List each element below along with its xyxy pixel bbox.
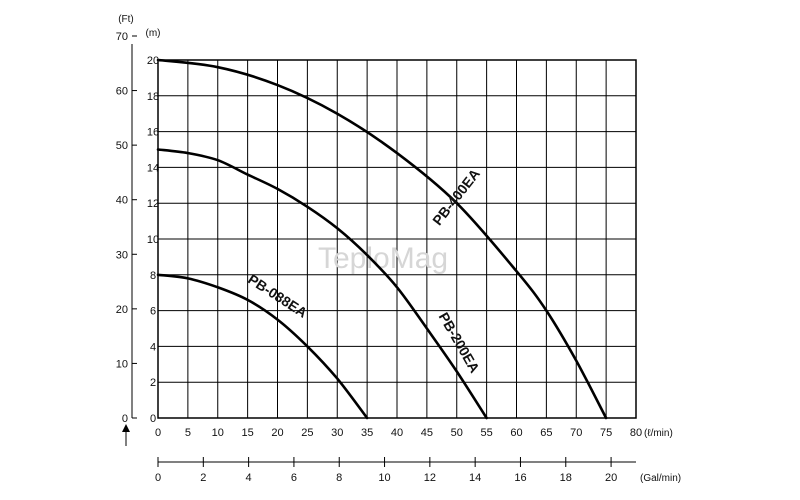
x-lmin-tick-label: 10 — [212, 427, 224, 439]
x-gal-tick-label: 6 — [291, 472, 297, 484]
x-lmin-tick-label: 25 — [301, 427, 313, 439]
x-lmin-tick-label: 45 — [421, 427, 433, 439]
grid — [157, 59, 637, 419]
y-meters-tick-label: 16 — [147, 127, 159, 139]
x-gal-unit: (Gal/min) — [640, 473, 681, 484]
y-feet-tick-label: 30 — [116, 249, 128, 261]
y-meters-tick-label: 0 — [150, 413, 156, 425]
y-meters-tick-label: 12 — [147, 198, 159, 210]
y-meters-tick-label: 4 — [150, 341, 156, 353]
y-meters-tick-label: 18 — [147, 91, 159, 103]
x-lmin-tick-label: 0 — [155, 427, 161, 439]
y-feet-unit: (Ft) — [118, 14, 134, 25]
x-gal-tick-label: 14 — [469, 472, 481, 484]
x-lmin-tick-label: 5 — [185, 427, 191, 439]
y-feet-tick-label: 10 — [116, 358, 128, 370]
x-gal-tick-label: 16 — [514, 472, 526, 484]
curve-pb-200ea — [156, 148, 488, 420]
x-lmin-tick-label: 70 — [570, 427, 582, 439]
x-gal-tick-label: 20 — [605, 472, 617, 484]
x-lmin-tick-label: 40 — [391, 427, 403, 439]
y-meters-tick-label: 20 — [147, 55, 159, 67]
y-meters-tick-label: 6 — [150, 306, 156, 318]
x-gal-tick-label: 10 — [378, 472, 390, 484]
y-meters-tick-label: 14 — [147, 162, 159, 174]
up-arrow-icon — [122, 424, 130, 432]
plot-frame — [157, 59, 637, 419]
x-gal-tick-label: 0 — [155, 472, 161, 484]
curve-label-pb-200ea: PB-200EA — [436, 310, 483, 376]
y-meters-tick-label: 8 — [150, 270, 156, 282]
x-lmin-tick-label: 50 — [451, 427, 463, 439]
x-gal-tick-label: 4 — [246, 472, 252, 484]
x-gal-tick-label: 8 — [336, 472, 342, 484]
curves — [156, 58, 608, 420]
x-lmin-tick-label: 30 — [331, 427, 343, 439]
x-lmin-tick-label: 55 — [481, 427, 493, 439]
x-lmin-tick-label: 20 — [271, 427, 283, 439]
watermark: TeploMag — [318, 242, 448, 275]
curve-pb-400ea — [156, 58, 608, 420]
curve-label-pb-400ea: PB-400EA — [429, 166, 483, 229]
x-gal-tick-label: 18 — [560, 472, 572, 484]
y-meters-tick-label: 2 — [150, 377, 156, 389]
x-gal-tick-label: 2 — [200, 472, 206, 484]
y-feet-tick-label: 0 — [122, 413, 128, 425]
y-meters-unit: (m) — [146, 28, 161, 39]
y-feet-tick-label: 70 — [116, 31, 128, 43]
y-meters-tick-label: 10 — [147, 234, 159, 246]
x-lmin-tick-label: 60 — [510, 427, 522, 439]
y-feet-tick-label: 50 — [116, 140, 128, 152]
y-feet-tick-label: 20 — [116, 304, 128, 316]
x-gal-tick-label: 12 — [424, 472, 436, 484]
x-lmin-tick-label: 80 — [630, 427, 642, 439]
x-lmin-unit: (ℓ/min) — [644, 428, 673, 439]
axes: 010203040506070(Ft)02468101214161820(m)0… — [116, 14, 681, 484]
x-lmin-tick-label: 35 — [361, 427, 373, 439]
curve-pb-088ea — [156, 273, 369, 420]
x-lmin-tick-label: 75 — [600, 427, 612, 439]
y-feet-tick-label: 40 — [116, 195, 128, 207]
x-lmin-tick-label: 15 — [242, 427, 254, 439]
y-feet-tick-label: 60 — [116, 86, 128, 98]
x-lmin-tick-label: 65 — [540, 427, 552, 439]
